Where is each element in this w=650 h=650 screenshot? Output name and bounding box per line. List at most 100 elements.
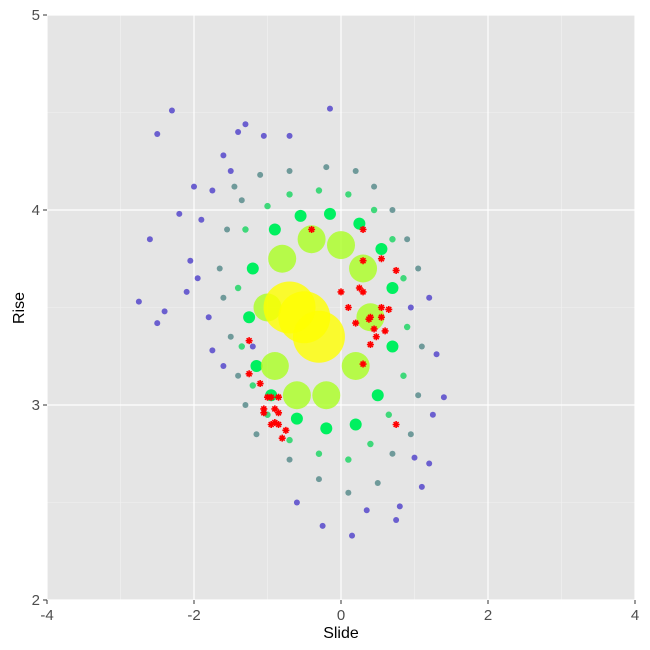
highlight-star <box>308 226 316 233</box>
point <box>227 333 234 340</box>
highlight-star <box>372 333 380 341</box>
point <box>407 431 414 438</box>
highlight-star <box>377 255 385 263</box>
point <box>161 308 168 315</box>
y-tick-label: 3 <box>32 397 40 414</box>
point <box>235 372 242 379</box>
point <box>216 265 223 272</box>
point <box>220 363 227 369</box>
point <box>374 480 381 486</box>
highlight-star <box>267 393 275 401</box>
point <box>415 392 422 399</box>
point <box>220 294 227 301</box>
point <box>176 210 183 217</box>
point <box>243 311 256 324</box>
point <box>238 343 245 350</box>
point <box>319 522 326 529</box>
highlight-star <box>344 304 352 311</box>
point <box>418 483 425 490</box>
highlight-star <box>337 288 345 296</box>
point <box>246 262 259 275</box>
point <box>154 130 161 137</box>
highlight-star <box>260 409 268 417</box>
point <box>286 456 293 463</box>
point <box>242 121 249 128</box>
highlight-star <box>275 421 283 428</box>
highlight-star <box>359 288 367 296</box>
point <box>320 422 333 435</box>
point <box>286 191 293 198</box>
y-tick-label: 2 <box>32 592 40 609</box>
point <box>205 314 212 321</box>
point <box>146 236 153 243</box>
point <box>293 499 300 506</box>
highlight-star <box>267 421 275 428</box>
x-tick-label: 0 <box>337 607 345 624</box>
highlight-star <box>275 393 283 401</box>
point <box>386 282 399 294</box>
y-tick-label: 4 <box>32 202 40 219</box>
point <box>168 107 175 114</box>
point <box>341 352 370 380</box>
point <box>234 284 242 292</box>
point <box>209 347 216 354</box>
point <box>389 450 396 457</box>
point <box>323 207 336 220</box>
highlight-star <box>256 380 264 388</box>
point <box>286 132 293 139</box>
point <box>183 288 190 295</box>
point <box>363 507 370 514</box>
highlight-star <box>381 327 389 335</box>
point <box>268 244 297 273</box>
point <box>349 532 356 539</box>
point <box>242 226 249 233</box>
point <box>426 460 433 467</box>
point <box>345 456 352 463</box>
highlight-star <box>245 337 253 345</box>
point <box>238 197 245 204</box>
point <box>375 243 388 255</box>
point <box>349 254 378 283</box>
plot-area <box>46 14 636 601</box>
point <box>290 412 303 425</box>
point <box>194 275 201 282</box>
highlight-star <box>264 393 271 401</box>
point <box>231 183 238 190</box>
point <box>312 381 341 410</box>
point <box>385 411 392 418</box>
highlight-star <box>355 284 363 292</box>
point <box>135 298 142 305</box>
point <box>315 450 323 457</box>
highlight-star <box>275 409 283 417</box>
point <box>371 183 378 190</box>
x-tick-label: 4 <box>631 607 639 624</box>
point <box>154 320 161 327</box>
point <box>187 257 194 264</box>
point <box>260 132 267 139</box>
highlight-star <box>359 360 367 368</box>
point <box>294 209 307 222</box>
x-tick-label: -2 <box>187 607 200 624</box>
point <box>403 323 411 331</box>
point <box>352 168 359 174</box>
point <box>260 352 289 380</box>
point <box>268 223 281 236</box>
point <box>297 225 326 254</box>
highlight-star <box>366 341 374 349</box>
point <box>235 129 242 135</box>
highlight-star <box>278 434 286 442</box>
point <box>415 265 422 272</box>
highlight-star <box>260 405 268 413</box>
point <box>326 105 333 112</box>
point <box>264 202 271 210</box>
point <box>257 171 264 178</box>
point <box>396 503 403 510</box>
highlight-star <box>271 419 279 427</box>
point <box>198 216 205 223</box>
highlight-star <box>359 226 367 233</box>
highlight-star <box>370 325 378 333</box>
point <box>404 236 411 243</box>
point <box>433 351 440 358</box>
highlight-star <box>352 319 360 327</box>
